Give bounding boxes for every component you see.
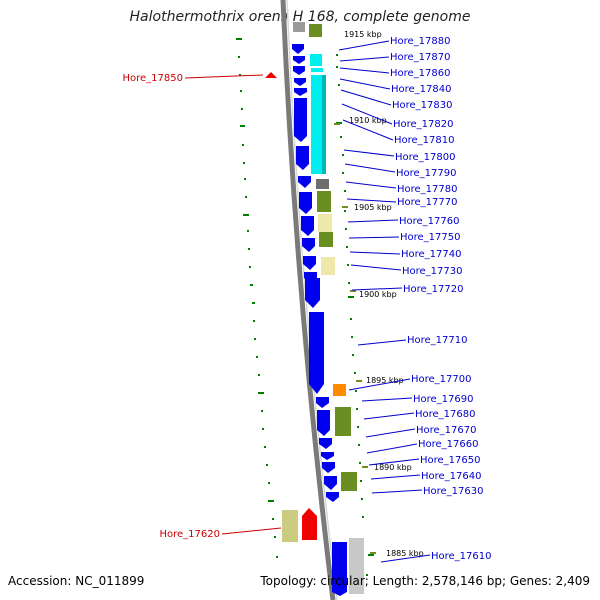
gene-arrow[interactable] xyxy=(322,462,335,473)
gene-arrow[interactable] xyxy=(305,278,320,308)
gene-label[interactable]: Hore_17680 xyxy=(415,409,476,420)
gene-arrow[interactable] xyxy=(293,66,305,75)
gene-arrow[interactable] xyxy=(321,452,334,460)
gene-label[interactable]: Hore_17610 xyxy=(431,551,492,562)
gene-arrow[interactable] xyxy=(316,397,329,408)
highlight-gene[interactable] xyxy=(302,508,317,540)
olive-feature[interactable] xyxy=(317,191,331,212)
gene-label[interactable]: Hore_17870 xyxy=(390,52,451,63)
scale-tick-label: 1910 kbp xyxy=(349,116,387,125)
highlight-marker xyxy=(265,72,277,78)
scale-tick-label: 1895 kbp xyxy=(366,376,404,385)
gene-arrow[interactable] xyxy=(317,410,330,436)
gene-arrow[interactable] xyxy=(303,256,316,270)
gene-arrow[interactable] xyxy=(319,438,332,449)
gene-arrow[interactable] xyxy=(302,238,315,252)
gene-label[interactable]: Hore_17760 xyxy=(399,216,460,227)
gene-arrow[interactable] xyxy=(294,78,306,86)
tick-marks xyxy=(334,123,376,554)
gene-arrow[interactable] xyxy=(296,146,309,170)
khaki-feature[interactable] xyxy=(321,257,335,275)
gene-arrow[interactable] xyxy=(294,98,307,142)
silver-feature[interactable] xyxy=(349,538,364,594)
gene-label[interactable]: Hore_17710 xyxy=(407,335,468,346)
right-labels: Hore_17880 Hore_17870 Hore_17860 Hore_17… xyxy=(338,36,492,563)
cyan-feature[interactable] xyxy=(310,54,322,66)
gene-arrow[interactable] xyxy=(298,176,311,188)
map-title: Halothermothrix orenii H 168, complete g… xyxy=(129,9,471,25)
khaki-feature[interactable] xyxy=(318,214,332,232)
gene-label[interactable]: Hore_17650 xyxy=(420,455,481,466)
gene-label[interactable]: Hore_17640 xyxy=(421,471,482,482)
gene-label[interactable]: Hore_17720 xyxy=(403,284,464,295)
gene-arrow[interactable] xyxy=(324,476,337,490)
gene-label[interactable]: Hore_17810 xyxy=(394,135,455,146)
gene-label[interactable]: Hore_17800 xyxy=(395,152,456,163)
gene-label[interactable]: Hore_17780 xyxy=(397,184,458,195)
scale-tick-label: 1890 kbp xyxy=(374,463,412,472)
genome-summary: Topology: circular; Length: 2,578,146 bp… xyxy=(260,574,590,588)
gray-feature[interactable] xyxy=(316,179,329,189)
gene-arrow[interactable] xyxy=(292,44,304,54)
gene-label[interactable]: Hore_17790 xyxy=(396,168,457,179)
gene-label[interactable]: Hore_17700 xyxy=(411,374,472,385)
gene-arrow[interactable] xyxy=(294,88,307,96)
gene-arrow[interactable] xyxy=(326,492,339,502)
gene-label[interactable]: Hore_17630 xyxy=(423,486,484,497)
gene-arrow[interactable] xyxy=(301,216,314,236)
feature-top-gray[interactable] xyxy=(293,22,305,32)
scale-tick-label: 1915 kbp xyxy=(344,30,382,39)
gene-label[interactable]: Hore_17670 xyxy=(416,425,477,436)
gene-label[interactable]: Hore_17750 xyxy=(400,232,461,243)
gene-label-highlight[interactable]: Hore_17620 xyxy=(160,529,221,540)
cyan-feature[interactable] xyxy=(311,68,323,72)
left-labels: Hore_17850 Hore_17620 xyxy=(123,73,282,540)
gene-label[interactable]: Hore_17770 xyxy=(397,197,458,208)
gene-label[interactable]: Hore_17730 xyxy=(402,266,463,277)
gene-label[interactable]: Hore_17830 xyxy=(392,100,453,111)
cyan-feature-edge xyxy=(322,75,326,174)
olive-feature[interactable] xyxy=(335,407,351,436)
gene-label[interactable]: Hore_17690 xyxy=(413,394,474,405)
feature-column xyxy=(282,54,364,594)
gene-arrow[interactable] xyxy=(299,192,312,214)
scale-tick-label: 1885 kbp xyxy=(386,549,424,558)
genome-backbone xyxy=(280,0,336,600)
olive-feature[interactable] xyxy=(319,232,333,247)
gene-arrow[interactable] xyxy=(309,312,324,394)
gene-column xyxy=(292,44,347,596)
olive-feature[interactable] xyxy=(341,472,357,491)
khaki-feature[interactable] xyxy=(282,510,298,542)
orange-feature[interactable] xyxy=(333,384,346,396)
gene-label[interactable]: Hore_17860 xyxy=(390,68,451,79)
gene-label[interactable]: Hore_17840 xyxy=(391,84,452,95)
scale-tick-label: 1900 kbp xyxy=(359,290,397,299)
accession-label: Accession: NC_011899 xyxy=(8,574,145,588)
gene-label[interactable]: Hore_17880 xyxy=(390,36,451,47)
gene-label-highlight[interactable]: Hore_17850 xyxy=(123,73,184,84)
feature-top-olive[interactable] xyxy=(309,24,322,37)
gene-arrow[interactable] xyxy=(293,56,305,64)
scale-tick-label: 1905 kbp xyxy=(354,203,392,212)
gene-label[interactable]: Hore_17660 xyxy=(418,439,479,450)
gene-arrow[interactable] xyxy=(332,542,347,596)
gene-label[interactable]: Hore_17740 xyxy=(401,249,462,260)
gene-label[interactable]: Hore_17820 xyxy=(393,119,454,130)
